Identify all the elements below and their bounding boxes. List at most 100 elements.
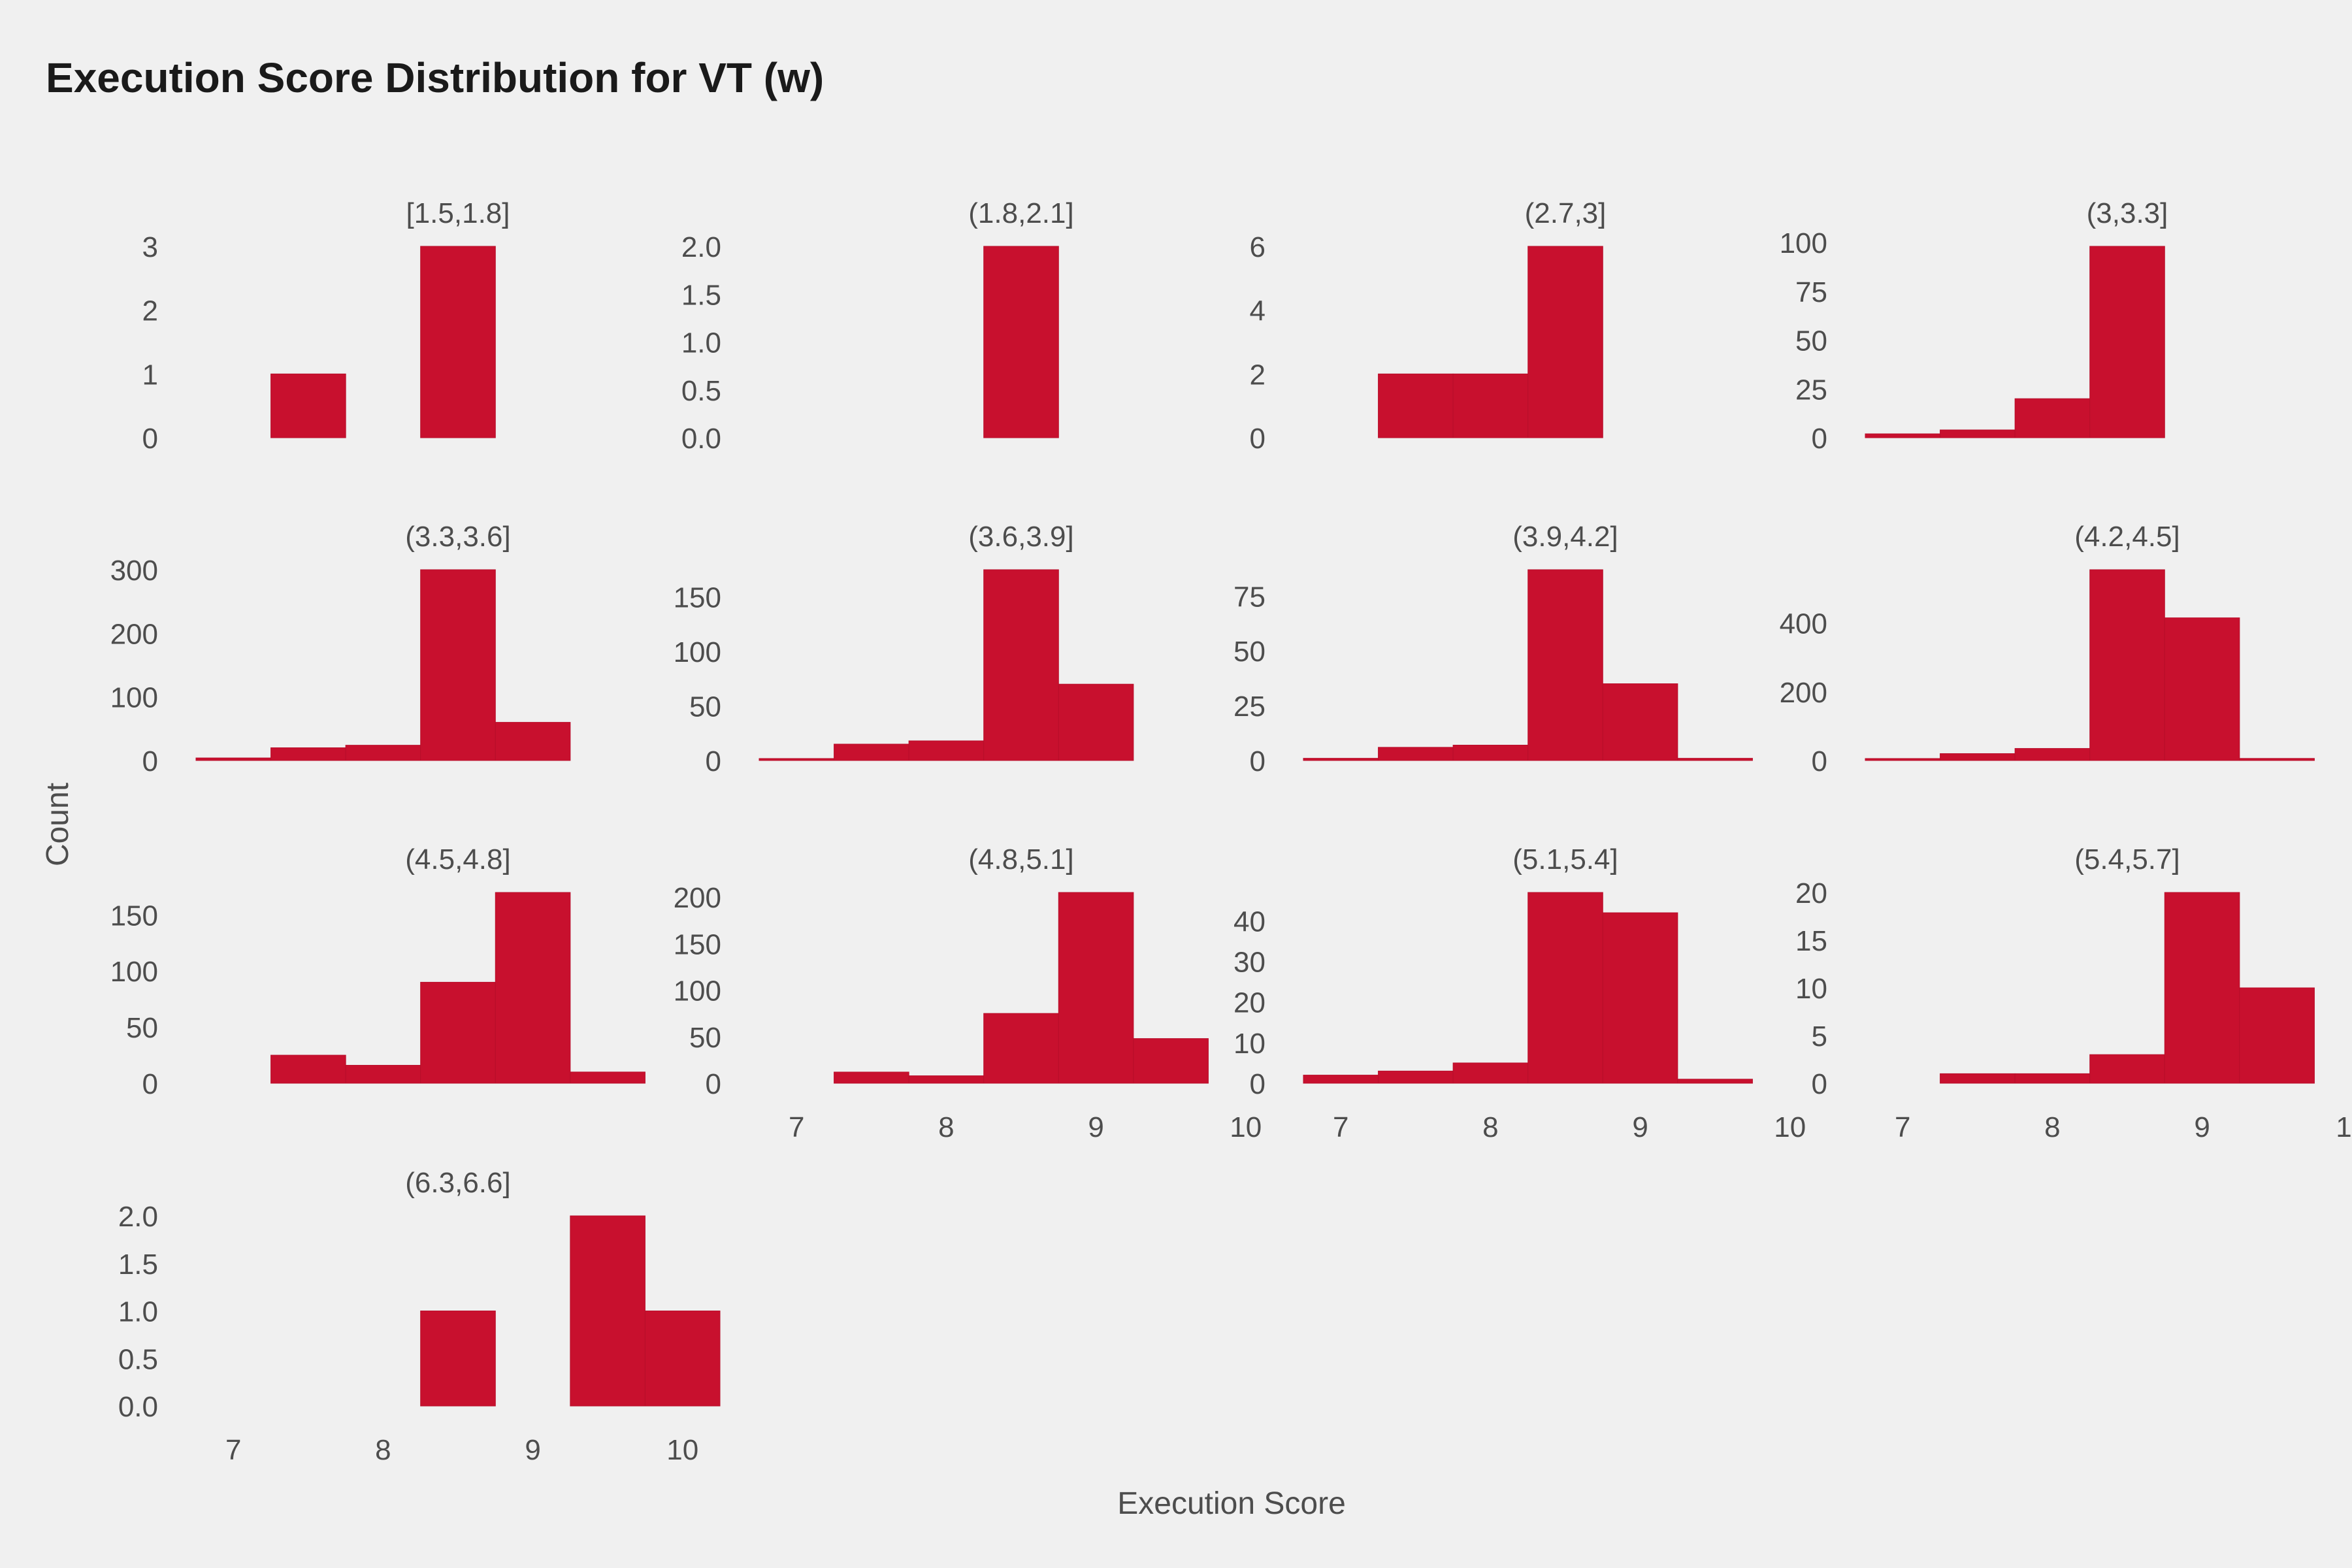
y-axis-label: Count — [41, 783, 75, 866]
histogram-bar — [759, 758, 835, 761]
panel-strip-label: (4.2,4.5] — [2074, 521, 2180, 553]
x-tick-label: 9 — [525, 1434, 540, 1466]
y-tick-label: 1.0 — [681, 327, 721, 359]
y-tick-label: 50 — [126, 1012, 158, 1044]
y-tick-label: 3 — [142, 231, 158, 263]
histogram-bar — [2239, 758, 2315, 761]
histogram-bar — [1677, 758, 1753, 761]
histogram-bar — [570, 1215, 645, 1407]
y-tick-label: 100 — [1780, 227, 1827, 259]
y-tick-label: 0 — [706, 745, 721, 777]
y-tick-label: 1.0 — [118, 1296, 158, 1328]
histogram-bar — [2164, 892, 2240, 1084]
histogram-bar — [1940, 429, 2016, 438]
y-tick-label: 50 — [689, 691, 721, 723]
histogram-bar — [2164, 617, 2240, 761]
x-tick-label: 8 — [2044, 1111, 2060, 1143]
y-tick-label: 300 — [110, 555, 158, 587]
y-tick-label: 75 — [1795, 276, 1827, 308]
histogram-bar — [195, 757, 272, 761]
histogram-bar — [1303, 1075, 1379, 1084]
y-tick-label: 75 — [1233, 581, 1266, 613]
y-tick-label: 0 — [1250, 1068, 1266, 1100]
y-tick-label: 6 — [1250, 231, 1266, 263]
y-tick-label: 30 — [1233, 947, 1266, 979]
panel-0: [1.5,1.8] 0 1 2 3 — [142, 197, 510, 455]
histogram-bar — [1452, 1062, 1529, 1084]
histogram-bar — [420, 246, 496, 438]
histogram-bar — [1378, 1070, 1454, 1084]
panel-12: (6.3,6.6] 0.0 0.5 1.0 1.5 2.0 7 8 9 10 — [118, 1167, 721, 1466]
y-tick-label: 2 — [1250, 359, 1266, 391]
y-tick-label: 40 — [1233, 906, 1266, 938]
y-tick-label: 0 — [1250, 745, 1266, 777]
y-tick-label: 0.5 — [681, 375, 721, 407]
histogram-bar — [270, 373, 346, 438]
panel-strip-label: (3.9,4.2] — [1512, 521, 1618, 553]
y-tick-label: 150 — [674, 582, 721, 614]
y-tick-label: 0 — [1812, 745, 1827, 777]
panel-10: (5.1,5.4] 0 10 20 30 40 7 8 9 10 — [1233, 843, 1806, 1143]
histogram-bar — [270, 747, 346, 761]
y-tick-label: 400 — [1780, 608, 1827, 640]
histogram-bar — [1602, 683, 1678, 761]
histogram-bar — [1602, 912, 1678, 1084]
x-tick-label: 9 — [2194, 1111, 2210, 1143]
y-tick-label: 0.0 — [681, 423, 721, 455]
histogram-bar — [1058, 892, 1134, 1084]
histogram-bar — [2014, 1073, 2091, 1084]
panel-4: (3.3,3.6] 0 100 200 300 — [110, 521, 571, 777]
panel-strip-label: (4.5,4.8] — [405, 843, 510, 875]
x-tick-label: 10 — [666, 1434, 698, 1466]
histogram-bar — [834, 743, 909, 761]
y-tick-label: 2.0 — [681, 231, 721, 263]
histogram-bar — [2014, 398, 2091, 438]
histogram-bar — [345, 745, 421, 761]
y-tick-label: 0 — [1250, 423, 1266, 455]
y-tick-label: 150 — [110, 900, 158, 932]
histogram-bar — [983, 569, 1059, 761]
histogram-bar — [1865, 433, 1941, 438]
histogram-bar — [495, 722, 571, 761]
y-tick-label: 2 — [142, 295, 158, 327]
x-tick-label: 7 — [1895, 1111, 1910, 1143]
y-tick-label: 50 — [1795, 325, 1827, 357]
histogram-bar — [1133, 1038, 1209, 1084]
histogram-bar — [420, 981, 496, 1084]
histogram-bar — [1527, 569, 1603, 761]
y-tick-label: 1 — [142, 359, 158, 391]
x-tick-label: 10 — [1774, 1111, 1806, 1143]
y-tick-label: 20 — [1795, 877, 1827, 909]
histogram-bar — [908, 1075, 985, 1084]
panel-strip-label: (3.6,3.9] — [968, 521, 1073, 553]
x-tick-label: 10 — [1230, 1111, 1262, 1143]
histogram-bar — [1452, 745, 1529, 761]
y-tick-label: 0.0 — [118, 1391, 158, 1423]
panel-8: (4.5,4.8] 0 50 100 150 — [110, 843, 645, 1100]
histogram-bar — [1527, 892, 1603, 1084]
y-tick-label: 0 — [142, 423, 158, 455]
y-tick-label: 1.5 — [681, 279, 721, 311]
y-tick-label: 2.0 — [118, 1201, 158, 1233]
y-tick-label: 100 — [674, 636, 721, 668]
y-tick-label: 0 — [1812, 423, 1827, 455]
y-tick-label: 15 — [1795, 925, 1827, 957]
x-tick-label: 8 — [938, 1111, 954, 1143]
x-tick-label: 7 — [1333, 1111, 1348, 1143]
panel-3: (3,3.3] 0 25 50 75 100 — [1780, 197, 2168, 455]
panel-6: (3.9,4.2] 0 25 50 75 — [1233, 521, 1753, 777]
histogram-bar — [495, 892, 571, 1084]
y-tick-label: 50 — [1233, 636, 1266, 668]
histogram-bar — [983, 1013, 1059, 1084]
x-tick-label: 9 — [1088, 1111, 1103, 1143]
histogram-bar — [983, 246, 1059, 438]
panel-2: (2.7,3] 0 2 4 6 — [1250, 197, 1607, 455]
y-tick-label: 100 — [110, 682, 158, 714]
panel-7: (4.2,4.5] 0 200 400 — [1780, 521, 2315, 777]
panel-strip-label: (1.8,2.1] — [968, 197, 1073, 229]
histogram-bar — [908, 740, 985, 761]
y-tick-label: 150 — [674, 928, 721, 960]
panels-layer: [1.5,1.8] 0 1 2 3 (1.8,2.1] 0.0 0.5 1.0 1.5 2.0 (2.… — [110, 197, 2352, 1466]
histogram-bar — [1527, 246, 1603, 438]
